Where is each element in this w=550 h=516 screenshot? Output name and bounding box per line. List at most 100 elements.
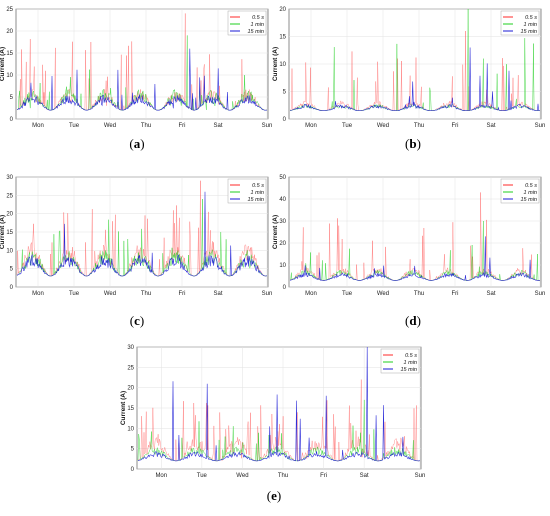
series-line bbox=[16, 191, 268, 277]
x-tick-label: Sat bbox=[486, 291, 495, 297]
chart-panel-c: 0 5 10 15 20 25 30 Mon Tue Wed Thu Fri Sat Sun Current… bbox=[0, 175, 272, 328]
y-tick-label: 15 bbox=[127, 406, 134, 412]
panel-caption: (d) bbox=[405, 313, 421, 328]
x-tick-label: Sat bbox=[213, 291, 222, 297]
y-tick-label: 20 bbox=[279, 241, 286, 247]
series-line bbox=[289, 47, 540, 111]
x-tick-label: Sun bbox=[262, 123, 273, 129]
x-tick-label: Wed bbox=[236, 473, 248, 479]
legend-entry: 15 min bbox=[247, 197, 264, 203]
x-tick-label: Wed bbox=[377, 291, 389, 297]
series-line bbox=[137, 346, 420, 462]
x-tick-label: Thu bbox=[278, 473, 288, 479]
legend-entry: 0.5 s bbox=[252, 183, 264, 189]
legend-entry: 0.5 s bbox=[525, 15, 537, 21]
y-tick-label: 0 bbox=[10, 285, 14, 291]
y-tick-label: 10 bbox=[6, 73, 13, 79]
panel-caption: (a) bbox=[129, 136, 144, 151]
y-tick-label: 25 bbox=[127, 365, 134, 371]
x-tick-label: Mon bbox=[32, 291, 44, 297]
x-tick-label: Sat bbox=[213, 123, 222, 129]
x-tick-label: Thu bbox=[141, 123, 151, 129]
series-line bbox=[289, 236, 541, 281]
y-tick-label: 10 bbox=[279, 62, 286, 68]
y-tick-label: 30 bbox=[279, 219, 286, 225]
legend-entry: 0.5 s bbox=[252, 15, 264, 21]
x-tick-label: Tue bbox=[342, 291, 353, 297]
x-tick-label: Thu bbox=[414, 291, 424, 297]
x-tick-label: Sun bbox=[262, 291, 273, 297]
chart-panel-d: 0 10 20 30 40 50 Mon Tue Wed Thu Fri Sat Sun Current … bbox=[272, 175, 545, 328]
legend-entry: 15 min bbox=[400, 367, 417, 373]
chart-panel-a: 0 5 10 15 20 25 Mon Tue Wed Thu Fri Sat Sun Current (… bbox=[0, 7, 272, 151]
y-tick-label: 5 bbox=[283, 90, 287, 96]
x-tick-label: Fri bbox=[179, 123, 186, 129]
y-tick-label: 0 bbox=[283, 117, 287, 123]
chart-panel-e: 0 5 10 15 20 25 30 Mon Tue Wed Thu Fri Sat Sun Current… bbox=[120, 345, 425, 503]
y-tick-label: 50 bbox=[279, 175, 286, 181]
panel-caption: (c) bbox=[130, 313, 144, 328]
legend-entry: 1 min bbox=[404, 360, 417, 366]
y-tick-label: 15 bbox=[6, 51, 13, 57]
x-tick-label: Wed bbox=[377, 123, 389, 129]
y-tick-label: 25 bbox=[6, 7, 13, 13]
x-tick-label: Sat bbox=[360, 473, 369, 479]
y-tick-label: 30 bbox=[6, 175, 13, 181]
y-tick-label: 5 bbox=[131, 447, 135, 453]
y-axis-label: Current (A) bbox=[0, 215, 6, 249]
x-tick-label: Mon bbox=[305, 123, 317, 129]
y-axis-label: Current (A) bbox=[120, 391, 127, 425]
x-tick-label: Tue bbox=[342, 123, 353, 129]
legend-entry: 1 min bbox=[524, 22, 537, 28]
x-tick-label: Fri bbox=[452, 291, 459, 297]
x-tick-label: Mon bbox=[32, 123, 44, 129]
y-tick-label: 0 bbox=[283, 285, 287, 291]
y-tick-label: 20 bbox=[279, 7, 286, 13]
series-line bbox=[16, 48, 268, 111]
y-tick-label: 10 bbox=[6, 248, 13, 254]
legend-entry: 15 min bbox=[520, 29, 537, 35]
x-tick-label: Sun bbox=[415, 473, 426, 479]
y-tick-label: 15 bbox=[6, 230, 13, 236]
y-tick-label: 5 bbox=[10, 267, 14, 273]
y-tick-label: 0 bbox=[131, 467, 135, 473]
legend-entry: 1 min bbox=[524, 190, 537, 196]
chart-panel-b: 0 5 10 15 20 Mon Tue Wed Thu Fri Sat Sun Current (A)… bbox=[272, 7, 545, 151]
x-tick-label: Mon bbox=[155, 473, 167, 479]
x-tick-label: Thu bbox=[141, 291, 151, 297]
y-tick-label: 30 bbox=[127, 345, 134, 351]
y-tick-label: 5 bbox=[10, 95, 14, 101]
x-tick-label: Mon bbox=[305, 291, 317, 297]
y-tick-label: 10 bbox=[127, 426, 134, 432]
x-tick-label: Fri bbox=[452, 123, 459, 129]
y-axis-label: Current (A) bbox=[272, 215, 279, 249]
x-tick-label: Tue bbox=[69, 291, 80, 297]
y-tick-label: 20 bbox=[6, 29, 13, 35]
legend-entry: 1 min bbox=[251, 22, 264, 28]
panel-caption: (e) bbox=[267, 488, 281, 503]
y-tick-label: 20 bbox=[6, 212, 13, 218]
y-tick-label: 25 bbox=[6, 193, 13, 199]
y-tick-label: 0 bbox=[10, 117, 14, 123]
x-tick-label: Fri bbox=[320, 473, 327, 479]
legend-entry: 1 min bbox=[251, 190, 264, 196]
panel-caption: (b) bbox=[405, 136, 421, 151]
y-axis-label: Current (A) bbox=[272, 47, 279, 81]
legend-entry: 0.5 s bbox=[405, 353, 417, 359]
x-tick-label: Sun bbox=[535, 291, 546, 297]
y-tick-label: 15 bbox=[279, 35, 286, 41]
x-tick-label: Tue bbox=[197, 473, 208, 479]
x-tick-label: Sun bbox=[535, 123, 546, 129]
y-axis-label: Current (A) bbox=[0, 47, 6, 81]
x-tick-label: Tue bbox=[69, 123, 80, 129]
y-tick-label: 40 bbox=[279, 197, 286, 203]
y-tick-label: 10 bbox=[279, 263, 286, 269]
x-tick-label: Sat bbox=[486, 123, 495, 129]
x-tick-label: Wed bbox=[104, 291, 116, 297]
x-tick-label: Thu bbox=[414, 123, 424, 129]
legend-entry: 15 min bbox=[520, 197, 537, 203]
x-tick-label: Wed bbox=[104, 123, 116, 129]
y-tick-label: 20 bbox=[127, 386, 134, 392]
legend-entry: 0.5 s bbox=[525, 183, 537, 189]
